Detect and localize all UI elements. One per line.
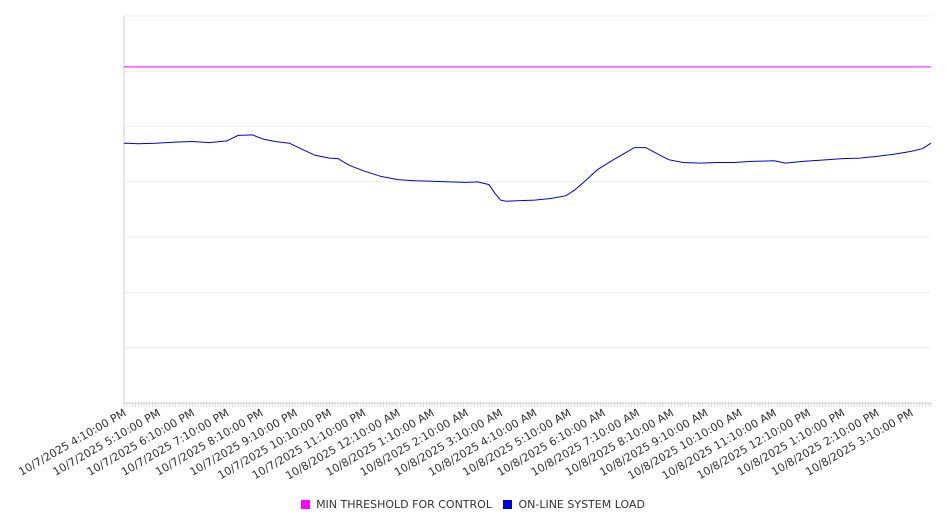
legend-item-system-load[interactable]: ON-LINE SYSTEM LOAD [503, 498, 645, 511]
legend-label-system-load: ON-LINE SYSTEM LOAD [518, 498, 645, 511]
series-lines [123, 66, 932, 202]
legend-swatch-system-load [503, 500, 513, 509]
legend: MIN THRESHOLD FOR CONTROL ON-LINE SYSTEM… [0, 498, 946, 512]
legend-item-min-threshold[interactable]: MIN THRESHOLD FOR CONTROL [301, 498, 492, 511]
legend-label-min-threshold: MIN THRESHOLD FOR CONTROL [316, 498, 492, 511]
x-axis-minor-ticks [123, 403, 932, 407]
legend-swatch-min-threshold [301, 500, 311, 509]
axes [123, 16, 931, 404]
grid-lines [124, 15, 931, 349]
series-line-system-load [123, 134, 932, 202]
